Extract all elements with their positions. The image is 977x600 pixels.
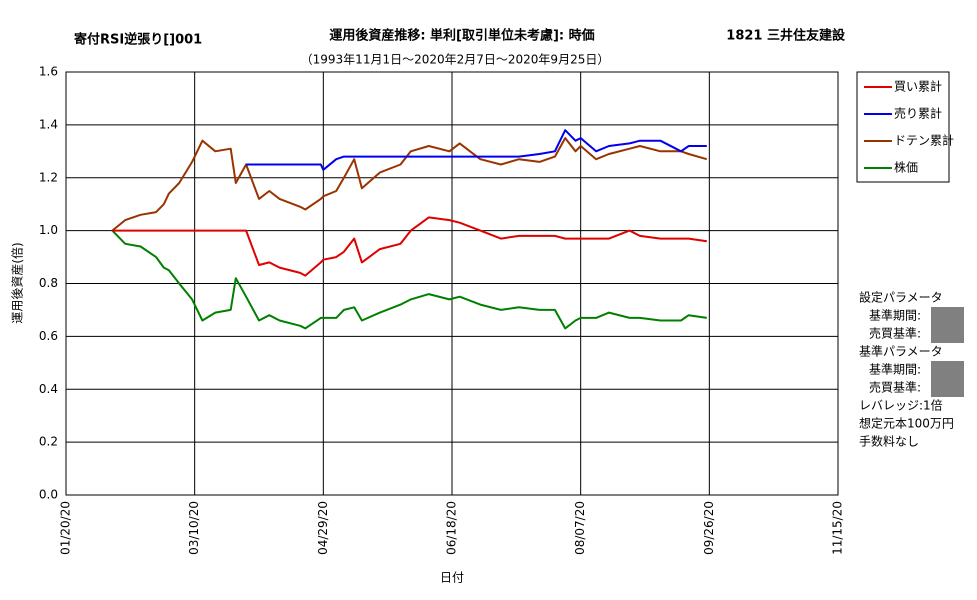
y-tick-label: 1.2: [39, 170, 58, 184]
panel-note: レバレッジ:1倍: [859, 398, 943, 413]
series-line: [111, 137, 708, 232]
x-tick-label: 04/29/20: [316, 501, 330, 555]
panel-note: 手数料なし: [859, 434, 919, 449]
y-tick-label: 0.6: [39, 329, 58, 343]
panel-item: 売買基準:: [869, 380, 921, 395]
y-tick-label: 1.6: [39, 65, 58, 79]
hidden-value: [931, 361, 964, 397]
legend-label: 株価: [894, 160, 918, 175]
y-tick-label: 0.0: [39, 488, 58, 502]
panel-item: 売買基準:: [869, 326, 921, 341]
panel-heading: 設定パラメータ: [859, 290, 943, 305]
series-line: [246, 129, 707, 171]
panel-note: 想定元本100万円: [859, 416, 954, 431]
x-axis-label: 日付: [440, 571, 464, 585]
y-tick-label: 0.2: [39, 435, 58, 449]
series-line: [112, 216, 707, 277]
y-tick-label: 1.0: [39, 223, 58, 237]
x-tick-label: 01/20/20: [59, 501, 73, 555]
y-tick-label: 0.4: [39, 382, 58, 396]
chart-title: 運用後資産推移: 単利[取引単位未考慮]: 時価: [329, 28, 594, 44]
legend-box: [856, 71, 950, 183]
legend-label: 買い累計: [894, 79, 942, 94]
panel-heading: 基準パラメータ: [859, 344, 943, 359]
legend-label: ドテン累計: [894, 133, 954, 148]
x-tick-label: 08/07/20: [573, 501, 587, 555]
panel-item: 基準期間:: [869, 362, 921, 377]
y-tick-label: 0.8: [39, 276, 58, 290]
x-tick-label: 11/15/20: [831, 501, 845, 555]
header-right: 1821 三井住友建設: [726, 28, 846, 44]
x-tick-label: 06/18/20: [445, 501, 459, 555]
y-tick-label: 1.4: [39, 117, 58, 131]
y-axis-label: 運用後資産(倍): [10, 242, 25, 323]
header-left: 寄付RSI逆張り[]001: [74, 32, 202, 48]
chart-subtitle: （1993年11月1日～2020年2月7日～2020年9月25日）: [301, 53, 610, 67]
hidden-value: [931, 307, 964, 343]
x-tick-label: 09/26/20: [702, 501, 716, 555]
series-line: [111, 229, 707, 330]
x-tick-label: 03/10/20: [187, 501, 201, 555]
legend-label: 売り累計: [894, 106, 942, 121]
plot-border: [65, 71, 839, 496]
panel-item: 基準期間:: [869, 308, 921, 323]
